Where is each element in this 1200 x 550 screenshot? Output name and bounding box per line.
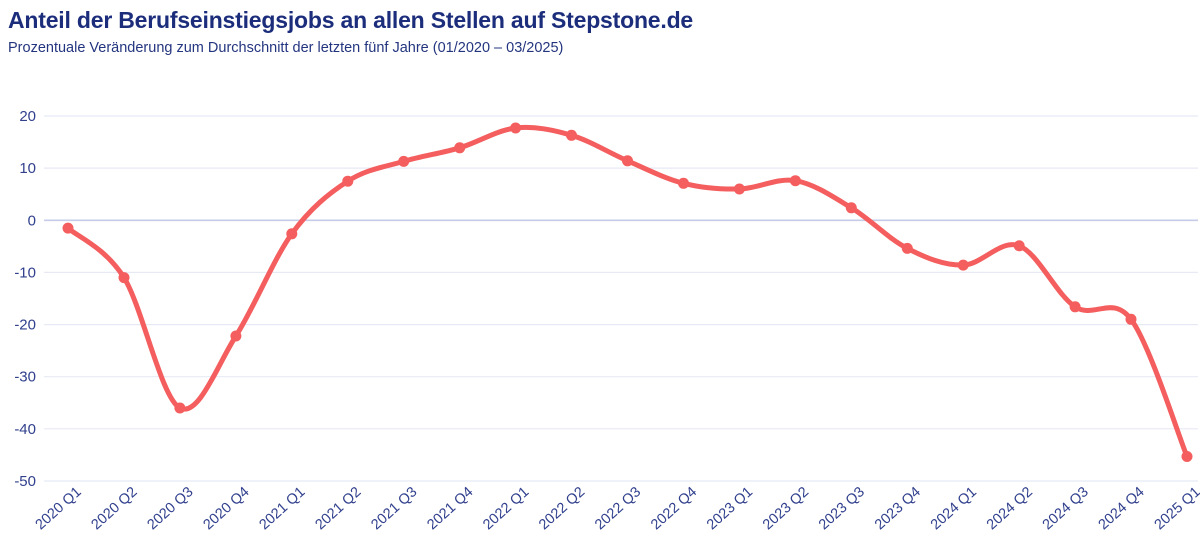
data-point-2021-Q1 <box>286 228 298 240</box>
series-line <box>65 124 1190 459</box>
x-axis-tick-label: 2021 Q1 <box>256 484 308 533</box>
data-point-2021-Q4 <box>454 142 466 154</box>
x-axis-tick-label: 2024 Q3 <box>1040 484 1092 533</box>
data-point-2024-Q3 <box>1069 301 1081 313</box>
x-axis-tick-label: 2021 Q2 <box>312 484 364 533</box>
x-axis-tick-label: 2020 Q2 <box>89 484 141 533</box>
x-axis-tick-label: 2020 Q4 <box>201 484 253 533</box>
data-point-2024-Q4 <box>1125 313 1137 325</box>
chart-subtitle: Prozentuale Veränderung zum Durchschnitt… <box>8 40 564 57</box>
data-point-2023-Q2 <box>789 175 801 187</box>
data-point-2020-Q4 <box>230 330 242 342</box>
data-point-2020-Q1 <box>62 222 74 234</box>
x-axis-tick-label: 2022 Q3 <box>592 484 644 533</box>
y-axis-tick-label: 0 <box>28 212 36 229</box>
y-axis-tick-label: 10 <box>19 160 36 177</box>
chart-header: Anteil der Berufseinstiegsjobs an allen … <box>8 7 1192 58</box>
x-axis-tick-label: 2023 Q3 <box>816 484 868 533</box>
y-axis-tick-label: 20 <box>19 108 36 125</box>
x-axis-tick-label: 2025 Q1 <box>1152 484 1200 533</box>
data-point-2023-Q1 <box>733 183 745 195</box>
data-point-2022-Q2 <box>566 129 577 141</box>
data-point-2020-Q2 <box>118 272 130 284</box>
data-point-2021-Q3 <box>398 155 410 167</box>
y-axis-tick-label: -10 <box>14 264 36 281</box>
x-axis-tick-label: 2021 Q4 <box>424 484 476 533</box>
x-axis-tick-label: 2022 Q4 <box>648 484 700 533</box>
data-point-2025-Q1 <box>1181 451 1193 462</box>
x-axis-tick-label: 2024 Q2 <box>984 484 1036 533</box>
data-point-2024-Q2 <box>1013 240 1025 252</box>
data-point-2023-Q4 <box>901 242 913 254</box>
x-axis-tick-label: 2021 Q3 <box>368 484 420 533</box>
x-axis-tick-label: 2020 Q1 <box>33 484 85 533</box>
data-point-2022-Q1 <box>510 122 522 134</box>
x-axis-tick-label: 2024 Q1 <box>928 484 980 533</box>
x-axis-tick-label: 2024 Q4 <box>1096 484 1148 533</box>
x-axis-tick-label: 2023 Q4 <box>872 484 924 533</box>
data-point-2024-Q1 <box>957 259 969 271</box>
x-axis-tick-label: 2020 Q3 <box>145 484 197 533</box>
x-axis-tick-label: 2022 Q2 <box>536 484 588 533</box>
x-axis-tick-label: 2023 Q2 <box>760 484 812 533</box>
data-point-2022-Q4 <box>678 177 689 189</box>
x-axis-tick-label: 2023 Q1 <box>704 484 756 533</box>
data-point-2020-Q3 <box>174 402 186 414</box>
data-point-2021-Q2 <box>342 175 354 187</box>
y-axis-tick-label: -30 <box>14 369 36 386</box>
data-point-2023-Q3 <box>845 202 857 214</box>
data-point-2022-Q3 <box>622 155 633 167</box>
y-axis-tick-label: -20 <box>14 317 36 334</box>
y-axis-tick-label: -40 <box>14 421 36 438</box>
chart-title: Anteil der Berufseinstiegsjobs an allen … <box>8 7 694 33</box>
y-axis-tick-label: -50 <box>14 473 36 490</box>
x-axis-tick-label: 2022 Q1 <box>480 484 532 533</box>
